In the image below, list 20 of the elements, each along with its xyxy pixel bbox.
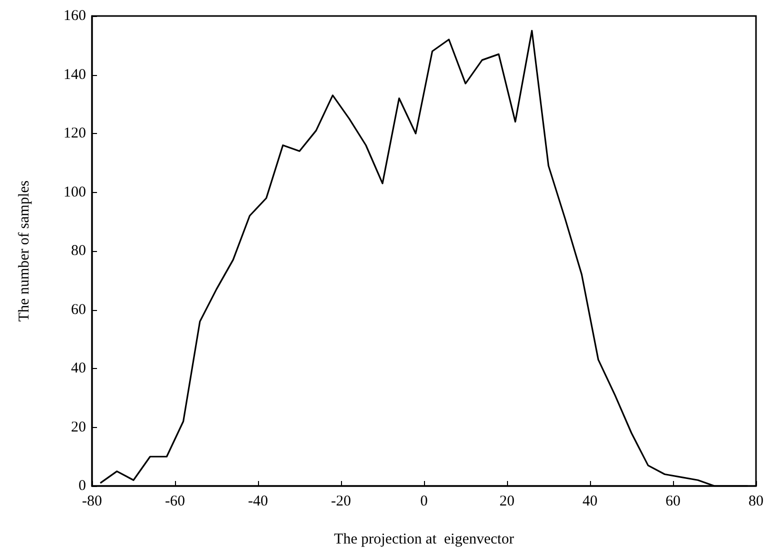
y-tick-label: 140: [64, 66, 86, 83]
y-tick-label: 100: [64, 184, 86, 200]
x-tick-label: 80: [748, 494, 764, 510]
y-tick-label: 80: [71, 243, 86, 259]
y-tick-label: 160: [64, 8, 86, 24]
y-tick-label: 0: [78, 478, 86, 494]
y-tick-label: 40: [71, 360, 86, 376]
x-tick-label: -40: [248, 494, 268, 510]
y-tick-label: 60: [71, 302, 86, 318]
x-tick-label: 60: [666, 494, 680, 510]
y-axis-title: The number of samples: [16, 180, 32, 322]
x-tick-label: 0: [420, 494, 428, 510]
x-tick-label: -60: [165, 494, 185, 510]
x-tick-label: -80: [82, 494, 102, 510]
y-tick-label: 120: [64, 126, 86, 142]
x-tick-label: -20: [331, 494, 351, 510]
x-tick-label: 20: [500, 494, 514, 510]
y-tick-label: 20: [71, 419, 86, 436]
x-tick-label: 40: [582, 494, 598, 510]
x-axis-title: The projection at eigenvector: [334, 532, 514, 548]
